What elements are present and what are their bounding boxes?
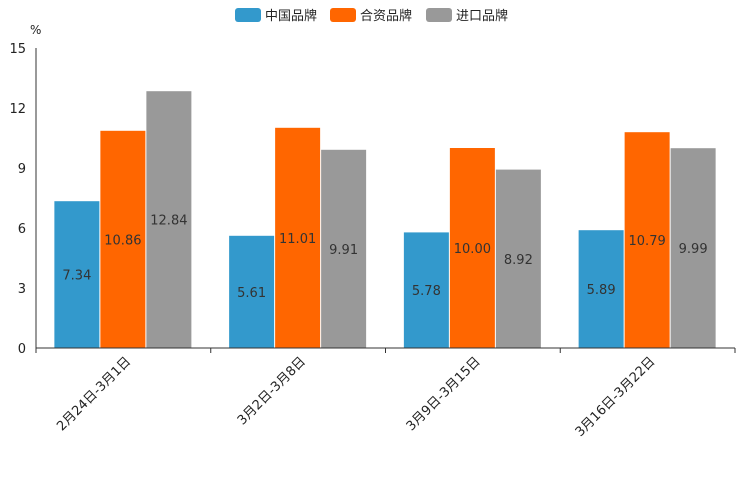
- legend-swatch: [235, 8, 261, 22]
- legend-swatch: [330, 8, 356, 22]
- x-axis: 2月24日-3月1日 3月2日-3月8日 3月9日-3月15日 3月16日-3月22日: [35, 347, 736, 440]
- bar: [495, 169, 541, 348]
- bar-data-label: 11.01: [279, 232, 316, 247]
- bar-data-label: 10.00: [454, 242, 491, 257]
- bar: [321, 149, 367, 348]
- bar: [578, 230, 624, 348]
- bar-data-label: 5.61: [237, 286, 266, 301]
- bar-data-label: 5.78: [412, 284, 441, 299]
- y-axis-unit-label: %: [30, 23, 41, 37]
- x-tick-label: 2月24日-3月1日: [54, 354, 134, 434]
- x-tick-label: 3月16日-3月22日: [573, 354, 659, 440]
- x-tick-label: 3月2日-3月8日: [235, 354, 309, 428]
- legend-label: 中国品牌: [265, 8, 317, 24]
- bars: 7.34 5.61 5.78 5.89 10.86 11.01 10.00 10.79 12.8…: [54, 91, 716, 348]
- legend: 中国品牌 合资品牌 进口品牌: [235, 8, 508, 24]
- bar-data-label: 9.91: [329, 243, 358, 258]
- bar: [624, 132, 670, 348]
- x-tick-label: 3月9日-3月15日: [404, 354, 484, 434]
- bar: [54, 201, 100, 348]
- bar-data-label: 9.99: [679, 242, 708, 257]
- bar: [670, 148, 716, 348]
- legend-label: 合资品牌: [360, 8, 412, 24]
- y-axis: 0 3 6 9 12 15: [9, 42, 37, 357]
- bar: [275, 127, 321, 348]
- bar-data-label: 8.92: [504, 253, 533, 268]
- bar-data-label: 12.84: [150, 214, 187, 229]
- bar: [146, 91, 192, 348]
- legend-swatch: [426, 8, 452, 22]
- bar-data-label: 10.79: [629, 234, 666, 249]
- legend-label: 进口品牌: [456, 8, 508, 24]
- y-tick-label: 6: [18, 222, 26, 237]
- bar-data-label: 10.86: [104, 233, 141, 248]
- y-tick-label: 0: [18, 342, 26, 357]
- y-tick-label: 12: [9, 102, 26, 117]
- bar-data-label: 7.34: [62, 269, 91, 284]
- bar-data-label: 5.89: [587, 283, 616, 298]
- y-tick-label: 15: [9, 42, 26, 57]
- bar: [100, 130, 146, 348]
- bar: [449, 148, 495, 348]
- y-tick-label: 3: [18, 282, 26, 297]
- bar: [229, 235, 275, 348]
- y-tick-label: 9: [18, 162, 26, 177]
- bar: [403, 232, 449, 348]
